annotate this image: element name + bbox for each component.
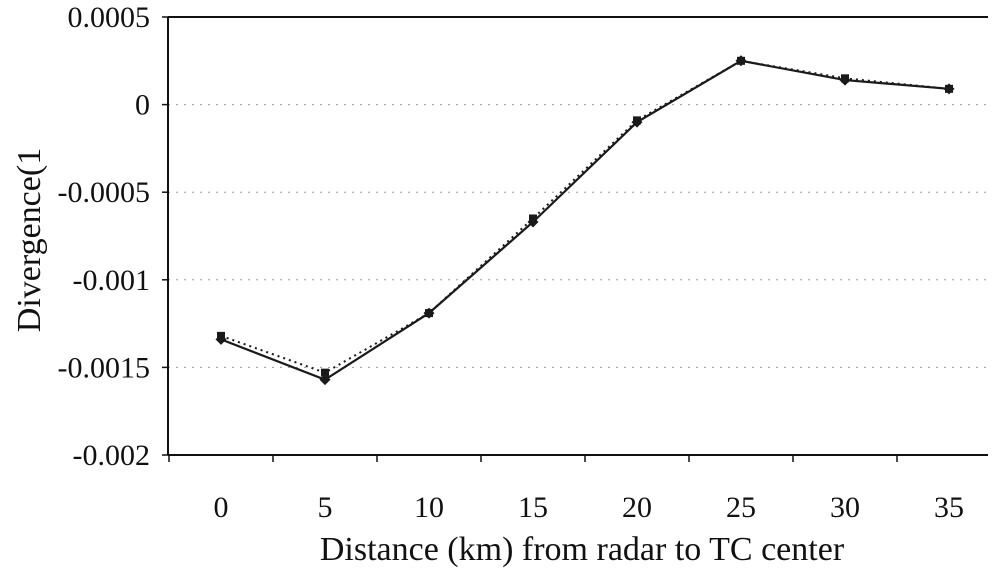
square-marker — [321, 368, 329, 377]
square-marker — [737, 56, 745, 65]
x-tick-label: 20 — [622, 491, 652, 524]
square-marker — [425, 309, 433, 318]
grid-lines — [168, 104, 988, 368]
series-lines — [220, 59, 950, 381]
square-marker — [529, 214, 537, 223]
series-markers — [215, 55, 955, 386]
y-tick-label: -0.0005 — [58, 176, 151, 209]
square-marker — [217, 331, 225, 340]
square-marker — [945, 84, 953, 93]
series-dotted-line — [220, 59, 950, 374]
x-tick-label: 30 — [830, 491, 860, 524]
axes — [162, 16, 988, 462]
y-tick-labels: 0.0005 0 -0.0005 -0.001 -0.0015 -0.002 — [58, 1, 151, 472]
x-tick-labels: 0 5 10 15 20 25 30 35 — [214, 491, 965, 524]
x-tick-label: 15 — [518, 491, 548, 524]
series-solid-line — [220, 59, 950, 381]
x-tick-label: 10 — [414, 491, 444, 524]
x-tick-label: 5 — [318, 491, 333, 524]
y-tick-label: 0 — [135, 89, 150, 122]
y-tick-label: -0.0015 — [58, 351, 151, 384]
y-tick-label: 0.0005 — [68, 1, 151, 34]
x-tick-label: 0 — [214, 491, 229, 524]
x-axis-title: Distance (km) from radar to TC center — [320, 531, 845, 568]
y-tick-label: -0.002 — [73, 439, 151, 472]
diamond-marker — [319, 374, 331, 386]
x-tick-label: 35 — [934, 491, 964, 524]
y-tick-label: -0.001 — [73, 264, 151, 297]
y-axis-title: Divergence(1 — [11, 148, 48, 332]
x-tick-label: 25 — [726, 491, 756, 524]
square-marker — [841, 74, 849, 83]
square-marker — [633, 116, 641, 125]
